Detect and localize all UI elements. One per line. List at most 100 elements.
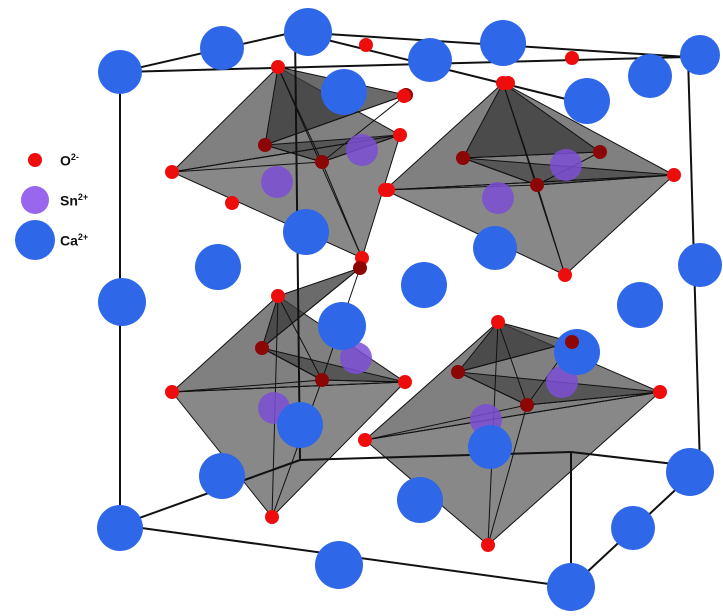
oxygen-atom: [398, 375, 412, 389]
oxygen-atom: [593, 145, 607, 159]
octahedron-edge: [457, 371, 528, 406]
calcium-atom: [408, 38, 452, 82]
calcium-swatch: [15, 220, 55, 260]
oxygen-atom: [165, 385, 179, 399]
octahedron-edge: [264, 144, 323, 163]
legend-item-calcium: Ca2+: [10, 220, 120, 260]
calcium-atom: [617, 282, 663, 328]
calcium-atom: [611, 506, 655, 550]
octahedron-edge: [271, 379, 323, 518]
oxygen-atom: [653, 385, 667, 399]
oxygen-atom: [258, 138, 272, 152]
octahedron-edge: [526, 391, 661, 406]
calcium-atom: [680, 35, 720, 75]
oxygen-atom: [530, 178, 544, 192]
octahedron-edge: [364, 404, 528, 441]
octahedron-edge: [321, 161, 363, 259]
octahedron-edge: [321, 94, 407, 163]
legend-charge-oxygen: 2-: [70, 151, 79, 162]
octahedron-edge: [277, 295, 323, 381]
calcium-atom: [277, 402, 323, 448]
octahedron-edge: [321, 379, 406, 383]
tin-swatch: [21, 186, 49, 214]
legend-item-oxygen: O2-: [10, 140, 120, 180]
oxygen-atom: [165, 165, 179, 179]
legend-charge-calcium: 2+: [77, 231, 89, 242]
octahedron-edge: [497, 321, 528, 406]
octahedron-edge: [261, 347, 323, 381]
calcium-atom: [98, 50, 142, 94]
calcium-atom: [397, 477, 443, 523]
octahedron: [383, 82, 676, 276]
legend-symbol-calcium: Ca: [60, 232, 78, 249]
octahedron-edge: [487, 404, 528, 546]
calcium-atom: [284, 8, 332, 56]
oxygen-atom: [565, 335, 579, 349]
tin-atom: [550, 149, 582, 181]
oxygen-atom: [481, 538, 495, 552]
oxygen-atom: [397, 89, 411, 103]
calcium-atom: [98, 278, 146, 326]
oxygen-atom: [491, 315, 505, 329]
octahedron-edge: [462, 157, 538, 186]
tin-atom: [261, 166, 293, 198]
oxygen-atom: [501, 76, 515, 90]
octahedron-edge: [462, 151, 601, 159]
atoms-layer: [97, 8, 722, 611]
calcium-atom: [401, 262, 447, 308]
oxygen-atom: [359, 38, 373, 52]
oxygen-atom: [315, 373, 329, 387]
tin-atom: [340, 342, 372, 374]
oxygen-atom: [271, 289, 285, 303]
calcium-atom: [315, 541, 363, 589]
oxygen-atom: [225, 196, 239, 210]
calcium-atom: [480, 20, 526, 66]
calcium-atom: [678, 243, 722, 287]
octahedron: [170, 66, 408, 259]
calcium-atom: [97, 505, 143, 551]
calcium-atom: [547, 563, 595, 611]
octahedron-edge: [536, 184, 566, 276]
calcium-atom: [628, 54, 672, 98]
octahedron-edge: [502, 82, 538, 186]
legend-symbol-tin: Sn: [60, 192, 78, 209]
octahedron-edge: [277, 66, 323, 163]
oxygen-atom: [451, 365, 465, 379]
oxygen-atom: [358, 433, 372, 447]
tin-atom: [346, 134, 378, 166]
tin-atom: [482, 182, 514, 214]
octahedron-edge: [171, 381, 406, 393]
calcium-atom: [195, 244, 241, 290]
calcium-atom: [473, 226, 517, 270]
legend-symbol-oxygen: O: [60, 152, 71, 169]
calcium-atom: [666, 448, 714, 496]
octahedra-layer: [170, 66, 676, 546]
legend-charge-tin: 2+: [77, 191, 89, 202]
oxygen-swatch: [28, 153, 42, 167]
tin-atom: [546, 366, 578, 398]
oxygen-atom: [255, 341, 269, 355]
calcium-atom: [321, 69, 367, 115]
octahedron-edge: [171, 379, 323, 393]
legend: O2- Sn2+ Ca2+: [10, 140, 120, 260]
octahedron-edge: [264, 94, 407, 146]
oxygen-atom: [265, 510, 279, 524]
calcium-atom: [468, 425, 512, 469]
oxygen-atom: [393, 128, 407, 142]
calcium-atom: [283, 209, 329, 255]
oxygen-atom: [667, 168, 681, 182]
calcium-atom: [318, 302, 366, 350]
oxygen-atom: [315, 155, 329, 169]
oxygen-atom: [456, 151, 470, 165]
unit-cell-edge: [119, 56, 689, 73]
calcium-atom: [199, 453, 245, 499]
oxygen-atom: [353, 261, 367, 275]
legend-item-tin: Sn2+: [10, 180, 120, 220]
octahedron-edge: [457, 341, 573, 373]
calcium-atom: [554, 329, 600, 375]
oxygen-atom: [558, 268, 572, 282]
oxygen-atom: [271, 60, 285, 74]
octahedron-edge: [261, 267, 361, 349]
unit-cell-edge: [299, 451, 572, 461]
